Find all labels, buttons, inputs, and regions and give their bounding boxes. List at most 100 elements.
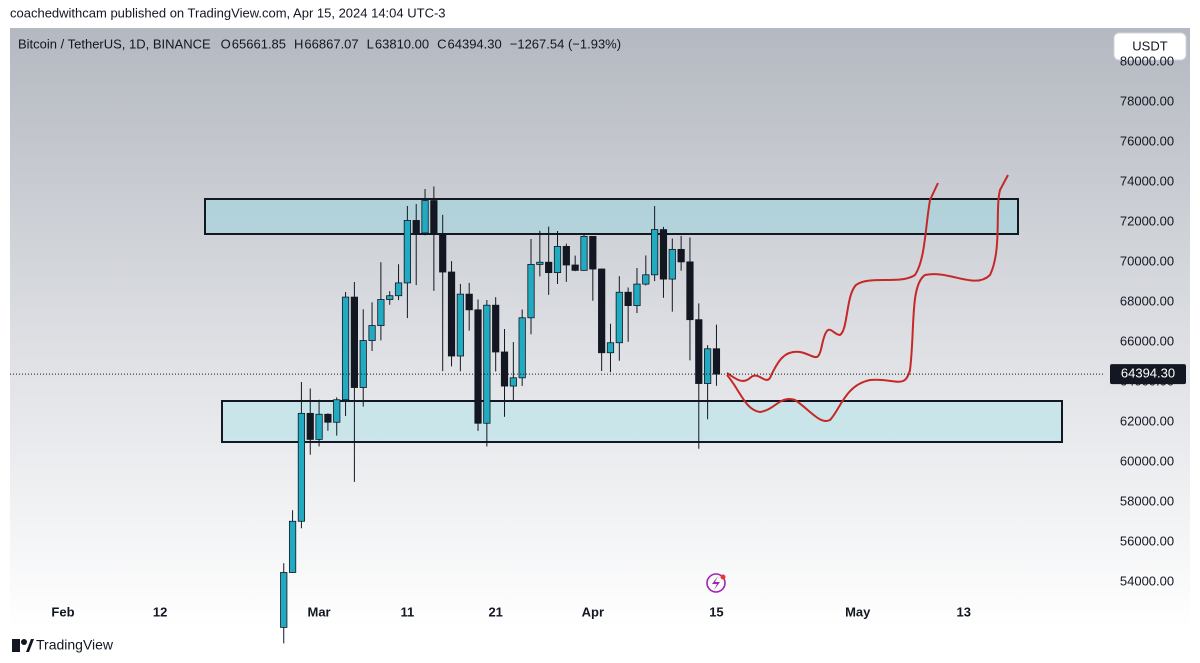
candle-body [297,412,306,522]
candle-body [465,293,473,311]
y-tick-label: 58000.00 [1120,493,1174,508]
currency-button[interactable] [1113,32,1187,61]
ohlc-key: H [294,36,303,51]
y-tick-label: 76000.00 [1120,133,1174,148]
candle-body [474,309,482,424]
ohlc-value: 63810.00 [375,36,429,51]
candle-body [598,268,606,354]
candle-body [642,274,650,285]
last-price-label: 64394.30 [1121,366,1175,381]
candle-body [686,261,694,321]
event-icon [706,573,726,593]
candle-body [633,283,641,306]
candle-body [456,293,464,357]
candle-body [518,317,526,379]
y-tick-label: 62000.00 [1120,413,1174,428]
candle-body [695,319,703,384]
y-tick-label: 72000.00 [1120,213,1174,228]
ohlc-legend: Bitcoin / TetherUS, 1D, BINANCE O 65661.85… [18,36,621,51]
candle-body [492,304,500,353]
candle-body [306,412,314,440]
candle-body [280,572,288,628]
y-tick-label: 68000.00 [1120,293,1174,308]
y-tick-label: 56000.00 [1120,533,1174,548]
ohlc-key: C [437,36,446,51]
candle-body [659,229,668,280]
candle-body [553,245,562,274]
ohlc-value: 64394.30 [448,36,502,51]
candle-body [403,220,411,284]
chart-title: Bitcoin / TetherUS, 1D, BINANCE [18,36,211,51]
ohlc-value: 65661.85 [232,36,286,51]
candle-body [412,220,420,234]
y-tick-label: 66000.00 [1120,333,1174,348]
candle-body [386,295,394,300]
candle-body [615,291,623,344]
candle-body [704,348,712,384]
candle-body [333,399,341,423]
event-dot [720,574,726,580]
brand-logo [12,639,34,652]
candle-body [324,413,332,423]
candle-body [341,296,350,401]
candle-body [668,248,676,280]
y-tick-label: 60000.00 [1120,453,1174,468]
currency-button-label[interactable]: USDT [1132,38,1167,53]
candle-body [509,377,517,387]
x-tick-label: May [845,604,871,619]
candle-body [350,296,358,388]
x-tick-label: Mar [308,604,331,619]
candle-body [430,200,438,235]
x-tick-label: 15 [709,604,723,619]
ohlc-value: −1267.54 (−1.93%) [510,36,621,51]
candle-body [359,340,367,388]
x-tick-label: Feb [51,604,74,619]
candle-body [712,348,721,375]
candle-body [589,235,597,270]
candle-body [562,245,570,266]
candle-body [651,229,659,276]
projection-line [726,174,1009,422]
candle-body [439,233,447,273]
last-price-box [1110,364,1186,385]
y-tick-label: 70000.00 [1120,253,1174,268]
candle-body [288,520,297,573]
candle-body [315,413,323,440]
x-tick-label: 11 [401,604,415,619]
candle-body [677,248,685,263]
candle-body [580,235,588,271]
event-icon [712,576,720,590]
candle-body [545,261,553,274]
candle-body [421,200,429,234]
candle-body [368,325,376,341]
x-tick-label: 13 [956,604,970,619]
x-tick-label: Apr [582,604,604,619]
candles [280,186,721,644]
resistance-zone [204,198,1019,235]
candle-body [394,282,403,297]
projection-line [726,182,939,382]
brand: TradingView [36,637,114,653]
y-tick-label: 80000.00 [1120,53,1174,68]
support-zone [221,400,1063,443]
ohlc-key: O [221,36,231,51]
y-tick-label: 74000.00 [1120,173,1174,188]
publisher: coachedwithcam published on TradingView.… [10,5,446,20]
candle-body [483,304,491,424]
candle-body [624,291,632,307]
y-tick-label: 54000.00 [1120,573,1174,588]
x-tick-label: 12 [153,604,167,619]
ohlc-key: L [367,36,374,51]
y-tick-label: 78000.00 [1120,93,1174,108]
candle-body [527,263,535,319]
ohlc-value: 66867.07 [304,36,358,51]
candle-body [571,264,579,271]
candle-body [536,261,544,265]
candle-body [606,342,615,354]
candle-body [377,299,385,326]
candle-body [447,271,456,357]
candle-body [500,351,509,387]
x-tick-label: 21 [488,604,502,619]
